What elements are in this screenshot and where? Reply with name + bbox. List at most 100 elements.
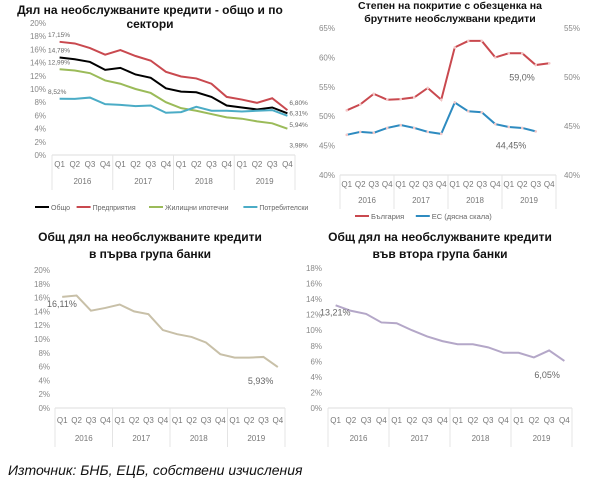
x-tick-quarter: Q4 bbox=[498, 416, 509, 425]
x-tick-quarter: Q2 bbox=[252, 160, 263, 169]
data-label-last: 5,93% bbox=[248, 376, 274, 386]
x-tick-quarter: Q4 bbox=[100, 160, 111, 169]
y-tick-label: 18% bbox=[306, 264, 322, 273]
x-tick-quarter: Q3 bbox=[422, 180, 433, 189]
x-tick-year: 2018 bbox=[195, 177, 213, 186]
data-label-last: 6,80% bbox=[289, 100, 308, 107]
data-point bbox=[358, 130, 362, 134]
y-tick-label: 55% bbox=[319, 83, 335, 92]
data-point bbox=[520, 51, 524, 55]
y-tick-label: 40% bbox=[319, 171, 335, 180]
y-tick-label: 14% bbox=[34, 307, 50, 316]
series-line-Жилищни ипотечни bbox=[59, 68, 288, 130]
x-tick-quarter: Q1 bbox=[341, 180, 352, 189]
x-tick-quarter: Q1 bbox=[114, 416, 125, 425]
x-tick-quarter: Q2 bbox=[463, 180, 474, 189]
x-tick-quarter: Q3 bbox=[267, 160, 278, 169]
x-tick-quarter: Q1 bbox=[172, 416, 183, 425]
y-tick-label: 16% bbox=[34, 294, 50, 303]
x-tick-quarter: Q2 bbox=[355, 180, 366, 189]
legend-item: Потребителски bbox=[259, 204, 308, 212]
data-label-last: 44,45% bbox=[496, 140, 527, 150]
data-point bbox=[493, 56, 497, 59]
x-tick-year: 2018 bbox=[472, 434, 490, 443]
y-tick-label: 2% bbox=[34, 138, 46, 147]
data-point bbox=[358, 103, 362, 106]
x-tick-quarter: Q2 bbox=[517, 180, 528, 189]
x-tick-quarter: Q4 bbox=[157, 416, 168, 425]
x-tick-quarter: Q4 bbox=[490, 180, 501, 189]
chart-title: Степен на покритие с обезценка на bbox=[358, 0, 542, 12]
legend-item: България bbox=[371, 212, 404, 221]
series-line-Предприятия bbox=[59, 40, 289, 111]
x-tick-quarter: Q2 bbox=[244, 416, 255, 425]
x-tick-year: 2019 bbox=[247, 434, 265, 443]
x-tick-quarter: Q2 bbox=[407, 416, 418, 425]
data-point bbox=[399, 97, 403, 101]
x-tick-year: 2019 bbox=[256, 177, 274, 186]
data-point bbox=[385, 98, 389, 102]
y-tick-label: 16% bbox=[30, 45, 46, 54]
y-tick-label: 0% bbox=[34, 151, 46, 160]
x-tick-quarter: Q1 bbox=[452, 416, 463, 425]
y-tick-label: 2% bbox=[310, 388, 322, 397]
legend-item: Предприятия bbox=[93, 205, 136, 212]
y-tick-label: 16% bbox=[306, 280, 322, 289]
x-tick-year: 2019 bbox=[520, 196, 538, 205]
x-tick-quarter: Q2 bbox=[529, 416, 540, 425]
data-point bbox=[399, 123, 403, 127]
x-tick-quarter: Q2 bbox=[468, 416, 479, 425]
x-tick-quarter: Q1 bbox=[330, 416, 341, 425]
data-point bbox=[372, 92, 376, 96]
data-point bbox=[507, 125, 511, 129]
y-tick-label: 6% bbox=[34, 111, 46, 120]
x-tick-quarter: Q1 bbox=[503, 180, 514, 189]
y2-tick-label: 45% bbox=[564, 122, 580, 131]
y-tick-label: 10% bbox=[34, 335, 50, 344]
x-tick-quarter: Q1 bbox=[176, 160, 187, 169]
y-tick-label: 60% bbox=[319, 53, 335, 62]
y-tick-label: 12% bbox=[306, 311, 322, 320]
x-tick-quarter: Q4 bbox=[437, 416, 448, 425]
x-tick-year: 2016 bbox=[73, 177, 91, 186]
y-tick-label: 20% bbox=[34, 266, 50, 275]
data-point bbox=[493, 122, 497, 126]
x-tick-quarter: Q4 bbox=[544, 180, 555, 189]
data-point bbox=[453, 46, 457, 49]
data-point bbox=[453, 101, 457, 104]
y-tick-label: 0% bbox=[310, 404, 322, 413]
y-tick-label: 4% bbox=[34, 125, 46, 134]
y-tick-label: 12% bbox=[34, 321, 50, 330]
data-label-last: 59,0% bbox=[509, 72, 535, 82]
data-point bbox=[507, 51, 511, 55]
x-tick-quarter: Q4 bbox=[436, 180, 447, 189]
x-tick-quarter: Q2 bbox=[130, 160, 141, 169]
x-tick-quarter: Q1 bbox=[54, 160, 65, 169]
x-tick-quarter: Q2 bbox=[346, 416, 357, 425]
series-line-Общо bbox=[59, 56, 288, 115]
series-line-България bbox=[346, 39, 550, 112]
y-tick-label: 20% bbox=[30, 19, 46, 28]
data-point bbox=[385, 126, 389, 130]
x-tick-quarter: Q4 bbox=[272, 416, 283, 425]
x-tick-quarter: Q3 bbox=[143, 416, 154, 425]
x-tick-quarter: Q3 bbox=[86, 416, 97, 425]
x-tick-quarter: Q3 bbox=[368, 180, 379, 189]
x-tick-quarter: Q4 bbox=[376, 416, 387, 425]
legend-item: Общо bbox=[51, 204, 70, 212]
x-tick-quarter: Q2 bbox=[69, 160, 80, 169]
data-point bbox=[534, 63, 538, 67]
y-tick-label: 12% bbox=[30, 72, 46, 81]
data-point bbox=[426, 130, 430, 134]
y-tick-label: 18% bbox=[30, 32, 46, 41]
data-point bbox=[480, 110, 484, 114]
data-label-first: 16,11% bbox=[47, 299, 77, 309]
data-label-last: 3,98% bbox=[289, 143, 308, 150]
x-tick-quarter: Q3 bbox=[483, 416, 494, 425]
x-tick-year: 2016 bbox=[358, 196, 376, 205]
chart-title: Общ дял на необслужваните кредити bbox=[328, 230, 552, 244]
x-tick-year: 2017 bbox=[134, 177, 152, 186]
x-tick-quarter: Q3 bbox=[85, 160, 96, 169]
data-label-last: 6,31% bbox=[289, 110, 308, 117]
y-tick-label: 6% bbox=[38, 363, 50, 372]
